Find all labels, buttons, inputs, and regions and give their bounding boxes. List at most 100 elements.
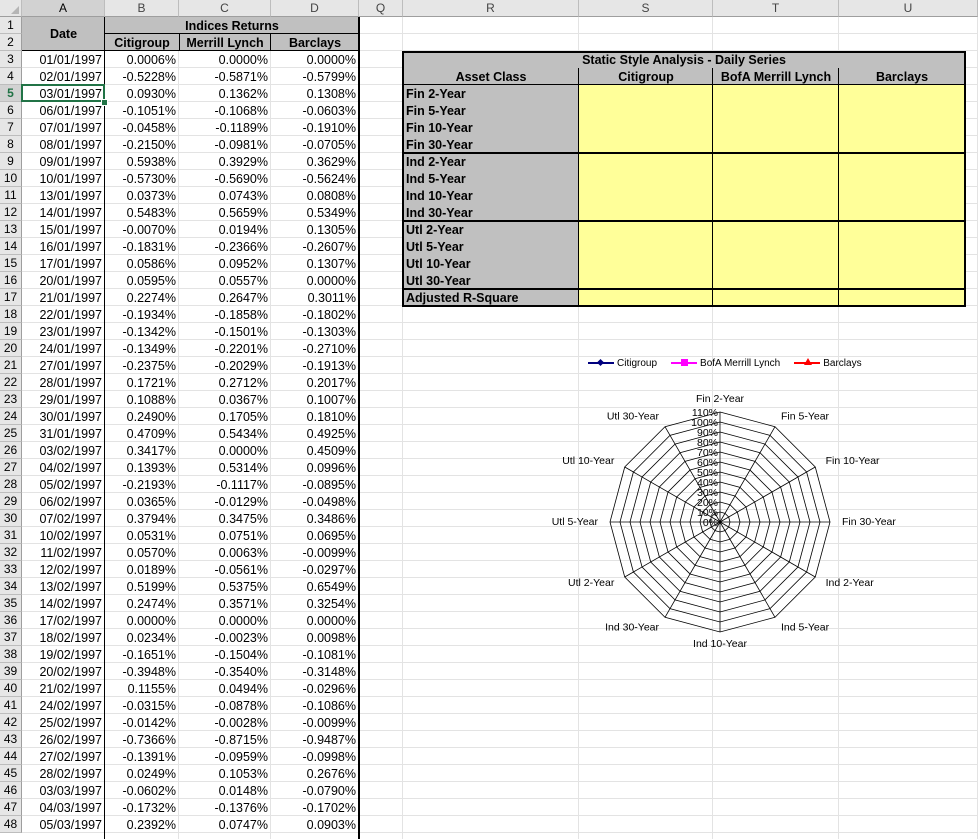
- row-header[interactable]: 14: [0, 238, 22, 255]
- date-cell[interactable]: 08/01/1997: [39, 137, 102, 152]
- barclays-return-cell[interactable]: 0.1007%: [306, 392, 356, 407]
- merrill-lynch-return-cell[interactable]: 0.3475%: [218, 511, 268, 526]
- select-all-corner[interactable]: [0, 0, 22, 17]
- merrill-lynch-return-cell[interactable]: 0.0952%: [218, 256, 268, 271]
- legend-item[interactable]: Citigroup: [588, 358, 657, 369]
- date-cell[interactable]: 17/01/1997: [39, 256, 102, 271]
- date-cell[interactable]: 27/01/1997: [39, 358, 102, 373]
- merrill-lynch-return-cell[interactable]: -0.5690%: [214, 171, 268, 186]
- date-cell[interactable]: 04/02/1997: [39, 460, 102, 475]
- barclays-return-cell[interactable]: -0.0603%: [302, 103, 356, 118]
- row-header[interactable]: 11: [0, 187, 22, 204]
- date-cell[interactable]: 13/01/1997: [39, 188, 102, 203]
- merrill-lynch-return-cell[interactable]: -0.1376%: [214, 800, 268, 815]
- date-cell[interactable]: 09/01/1997: [39, 154, 102, 169]
- barclays-return-cell[interactable]: -0.1802%: [302, 307, 356, 322]
- row-header[interactable]: 29: [0, 493, 22, 510]
- date-cell[interactable]: 20/01/1997: [39, 273, 102, 288]
- row-header[interactable]: 20: [0, 340, 22, 357]
- citigroup-return-cell[interactable]: 0.0595%: [126, 273, 176, 288]
- asset-class-label[interactable]: Fin 10-Year: [403, 119, 579, 136]
- merrill-lynch-return-cell[interactable]: -0.2029%: [214, 358, 268, 373]
- citigroup-return-cell[interactable]: -0.3948%: [122, 664, 176, 679]
- row-header[interactable]: 2: [0, 34, 22, 51]
- legend-item[interactable]: Barclays: [794, 358, 862, 369]
- merrill-lynch-return-cell[interactable]: 0.1705%: [218, 409, 268, 424]
- asset-class-label[interactable]: Ind 5-Year: [403, 170, 579, 187]
- style-weight-input[interactable]: [839, 102, 965, 119]
- style-weight-input[interactable]: [713, 187, 839, 204]
- barclays-return-cell[interactable]: -0.0297%: [302, 562, 356, 577]
- column-header-b[interactable]: B: [105, 0, 179, 17]
- row-header[interactable]: 27: [0, 459, 22, 476]
- asset-class-label[interactable]: Utl 30-Year: [403, 272, 579, 289]
- r-square-input[interactable]: [839, 289, 965, 306]
- citigroup-return-cell[interactable]: -0.0458%: [122, 120, 176, 135]
- style-weight-input[interactable]: [713, 119, 839, 136]
- style-weight-input[interactable]: [839, 238, 965, 255]
- date-cell[interactable]: 01/01/1997: [39, 52, 102, 67]
- merrill-lynch-return-cell[interactable]: 0.0747%: [218, 817, 268, 832]
- row-header[interactable]: 9: [0, 153, 22, 170]
- citigroup-return-cell[interactable]: -0.5730%: [122, 171, 176, 186]
- date-cell[interactable]: 16/01/1997: [39, 239, 102, 254]
- row-header[interactable]: 39: [0, 663, 22, 680]
- merrill-lynch-return-cell[interactable]: -0.0959%: [214, 749, 268, 764]
- row-header[interactable]: 10: [0, 170, 22, 187]
- barclays-return-cell[interactable]: 0.2676%: [306, 766, 356, 781]
- merrill-lynch-return-cell[interactable]: -0.2366%: [214, 239, 268, 254]
- column-header-c[interactable]: C: [179, 0, 271, 17]
- barclays-return-cell[interactable]: -0.2710%: [302, 341, 356, 356]
- date-cell[interactable]: 03/03/1997: [39, 783, 102, 798]
- barclays-return-cell[interactable]: 0.5349%: [306, 205, 356, 220]
- merrill-lynch-return-cell[interactable]: 0.5659%: [218, 205, 268, 220]
- style-header-3[interactable]: Barclays: [839, 68, 965, 85]
- barclays-header[interactable]: Barclays: [288, 35, 342, 50]
- citigroup-return-cell[interactable]: -0.7366%: [122, 732, 176, 747]
- row-header[interactable]: 33: [0, 561, 22, 578]
- column-header-d[interactable]: D: [271, 0, 359, 17]
- merrill-lynch-return-cell[interactable]: -0.2201%: [214, 341, 268, 356]
- merrill-lynch-return-cell[interactable]: 0.5434%: [218, 426, 268, 441]
- style-weight-input[interactable]: [713, 272, 839, 289]
- style-weight-input[interactable]: [839, 187, 965, 204]
- merrill-lynch-return-cell[interactable]: 0.0557%: [218, 273, 268, 288]
- column-header-u[interactable]: U: [839, 0, 978, 17]
- citigroup-return-cell[interactable]: -0.5228%: [122, 69, 176, 84]
- row-header[interactable]: 21: [0, 357, 22, 374]
- citigroup-return-cell[interactable]: 0.3794%: [126, 511, 176, 526]
- row-header[interactable]: 42: [0, 714, 22, 731]
- barclays-return-cell[interactable]: 0.0000%: [306, 52, 356, 67]
- merrill-lynch-return-cell[interactable]: -0.5871%: [214, 69, 268, 84]
- merrill-lynch-return-cell[interactable]: 0.0194%: [218, 222, 268, 237]
- merrill-lynch-return-cell[interactable]: -0.0561%: [214, 562, 268, 577]
- barclays-return-cell[interactable]: 0.1307%: [306, 256, 356, 271]
- date-cell[interactable]: 28/01/1997: [39, 375, 102, 390]
- citigroup-return-cell[interactable]: -0.2193%: [122, 477, 176, 492]
- row-header[interactable]: 35: [0, 595, 22, 612]
- citigroup-return-cell[interactable]: 0.3417%: [126, 443, 176, 458]
- citigroup-return-cell[interactable]: 0.0189%: [126, 562, 176, 577]
- asset-class-label[interactable]: Ind 30-Year: [403, 204, 579, 221]
- style-weight-input[interactable]: [579, 102, 713, 119]
- citigroup-return-cell[interactable]: 0.4709%: [126, 426, 176, 441]
- citigroup-return-cell[interactable]: -0.1831%: [122, 239, 176, 254]
- merrill-lynch-return-cell[interactable]: 0.2647%: [218, 290, 268, 305]
- style-weight-input[interactable]: [713, 85, 839, 102]
- row-header[interactable]: 18: [0, 306, 22, 323]
- merrill-lynch-return-cell[interactable]: 0.0000%: [218, 613, 268, 628]
- r-square-input[interactable]: [713, 289, 839, 306]
- style-weight-input[interactable]: [839, 85, 965, 102]
- merrill-lynch-return-cell[interactable]: -0.1117%: [216, 477, 268, 492]
- barclays-return-cell[interactable]: 0.1810%: [306, 409, 356, 424]
- merrill-lynch-return-cell[interactable]: 0.5375%: [218, 579, 268, 594]
- style-weight-input[interactable]: [579, 85, 713, 102]
- barclays-return-cell[interactable]: -0.3148%: [302, 664, 356, 679]
- barclays-return-cell[interactable]: 0.3011%: [307, 290, 356, 305]
- row-header[interactable]: 44: [0, 748, 22, 765]
- asset-class-label[interactable]: Utl 5-Year: [403, 238, 579, 255]
- style-weight-input[interactable]: [713, 153, 839, 170]
- date-cell[interactable]: 07/01/1997: [39, 120, 102, 135]
- citigroup-return-cell[interactable]: -0.1349%: [122, 341, 176, 356]
- merrill-lynch-return-cell[interactable]: -0.3540%: [214, 664, 268, 679]
